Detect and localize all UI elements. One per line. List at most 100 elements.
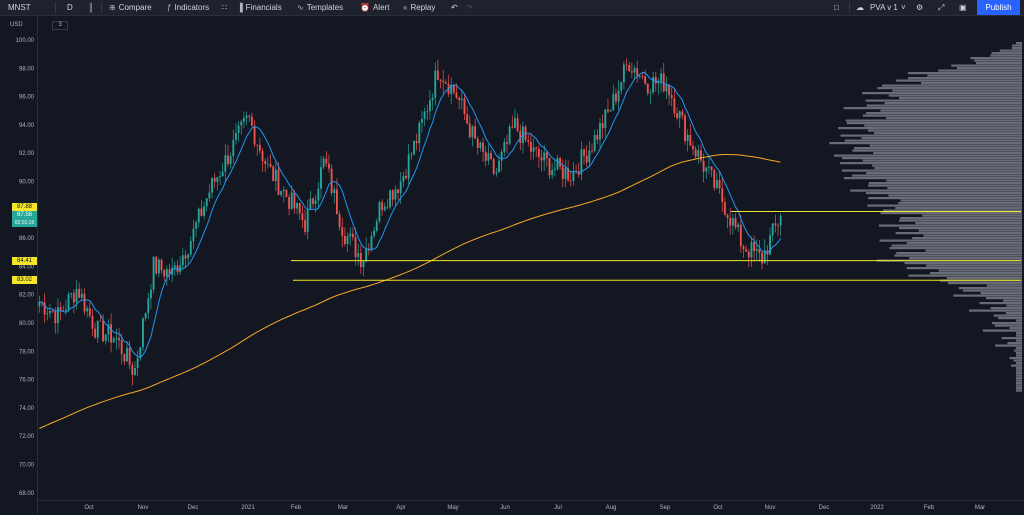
volume-profile-bar — [922, 214, 1022, 217]
fullscreen-box-icon[interactable]: □ — [834, 3, 839, 12]
candle-body — [245, 115, 248, 119]
candle-body — [269, 163, 272, 167]
templates-button[interactable]: ∿ Templates — [297, 0, 343, 15]
candle-body — [500, 151, 503, 161]
candle-body — [487, 153, 490, 161]
candle-body — [78, 288, 81, 298]
volume-profile-bar — [1016, 387, 1022, 390]
x-tick-label: Oct — [713, 505, 723, 511]
candle-body — [192, 228, 195, 242]
candle-body — [155, 256, 158, 274]
financials-button[interactable]: ▐ Financials — [237, 0, 282, 15]
volume-profile-bar — [1016, 374, 1022, 377]
volume-profile-bar — [1016, 362, 1022, 365]
volume-profile-bar — [861, 137, 1022, 140]
candle-body — [466, 114, 469, 124]
candle-body — [450, 84, 453, 94]
indicator-count[interactable]: 3 — [52, 21, 68, 30]
candle-body — [338, 214, 341, 228]
y-tick-label: 86.00 — [19, 236, 35, 242]
compare-label: Compare — [118, 3, 152, 12]
interval-button[interactable]: D — [67, 3, 73, 12]
volume-profile-bar — [878, 224, 1022, 227]
candle-body — [128, 347, 131, 366]
volume-profile-bar — [874, 132, 1022, 135]
candle-body — [240, 121, 243, 126]
candle-body — [641, 75, 644, 77]
publish-button[interactable]: Publish — [977, 0, 1020, 15]
volume-profile-bar — [1016, 347, 1022, 350]
volume-profile-bar — [829, 142, 1022, 145]
candle-body — [131, 365, 134, 375]
candle-body — [646, 83, 649, 94]
volume-profile-bar — [865, 192, 1022, 195]
candle-body — [636, 68, 639, 77]
toolbar-divider — [849, 2, 850, 13]
candle-body — [189, 241, 192, 255]
replay-button[interactable]: «Replay — [403, 0, 435, 15]
candle-body — [431, 97, 434, 101]
layout-name[interactable]: PVA v 1 — [870, 3, 898, 12]
indicators-button[interactable]: ƒ Indicators — [167, 0, 209, 15]
candle-body — [415, 140, 418, 144]
price-axis[interactable] — [0, 16, 38, 514]
candle-body — [224, 155, 227, 172]
candle-body — [644, 76, 647, 84]
volume-profile-bar — [976, 62, 1022, 65]
time-axis[interactable] — [37, 500, 1024, 515]
volume-profile-bar — [850, 189, 1022, 192]
volume-profile-bar — [1016, 354, 1022, 357]
candle-body — [729, 217, 732, 226]
candle-body — [200, 208, 203, 216]
volume-profile-bar — [840, 162, 1022, 165]
candle-body — [721, 188, 724, 203]
redo-icon[interactable]: ↷ — [466, 3, 473, 12]
symbol-label[interactable]: MNST — [8, 3, 31, 12]
expand-icon[interactable]: ⤢ — [938, 3, 945, 12]
chart-type-button[interactable]: ║ — [88, 0, 97, 15]
compare-button[interactable]: ⊕ Compare — [109, 0, 152, 15]
candle-body — [136, 358, 139, 369]
volume-profile-bar — [891, 244, 1022, 247]
candle-body — [288, 196, 291, 209]
volume-profile-bar — [845, 119, 1022, 122]
candle-body — [705, 167, 708, 172]
volume-profile-bar — [986, 284, 1022, 287]
candle-body — [498, 160, 500, 173]
indicators-menu-icon[interactable]: ∷ — [222, 3, 228, 12]
chevron-down-icon[interactable]: ˅ — [901, 3, 906, 12]
candle-body — [569, 180, 572, 182]
x-tick-label: Dec — [188, 505, 199, 511]
volume-profile-bar — [990, 54, 1022, 57]
candle-body — [102, 320, 105, 342]
volume-profile-bar — [887, 187, 1022, 190]
candle-body — [718, 180, 721, 189]
volume-profile-bar — [862, 92, 1022, 95]
camera-icon[interactable]: ▣ — [959, 3, 967, 12]
candle-body — [607, 109, 609, 112]
countdown-tag: 02:01:15 — [12, 219, 37, 227]
last-price-tag: 87.58 — [12, 211, 37, 219]
volume-profile-bar — [938, 269, 1022, 272]
candle-body — [282, 189, 285, 191]
candle-body — [527, 140, 530, 142]
undo-icon[interactable]: ↶ — [451, 3, 458, 12]
y-tick-label: 76.00 — [19, 378, 35, 384]
candle-body — [559, 158, 562, 167]
candle-body — [213, 177, 216, 182]
volume-profile-bar — [879, 239, 1022, 242]
candle-body — [426, 111, 429, 113]
alert-button[interactable]: ⏰ Alert — [360, 0, 389, 15]
gear-icon[interactable]: ⚙ — [916, 3, 924, 12]
replay-label: Replay — [410, 3, 436, 12]
volume-profile-bar — [841, 169, 1022, 172]
candle-body — [665, 84, 668, 92]
candle-body — [660, 73, 663, 82]
candle-body — [242, 118, 245, 122]
x-tick-label: 2021 — [241, 505, 255, 511]
candle-body — [341, 227, 344, 236]
candle-body — [335, 189, 338, 215]
candle-body — [181, 255, 184, 266]
cloud-icon[interactable]: ☁ — [856, 3, 864, 12]
